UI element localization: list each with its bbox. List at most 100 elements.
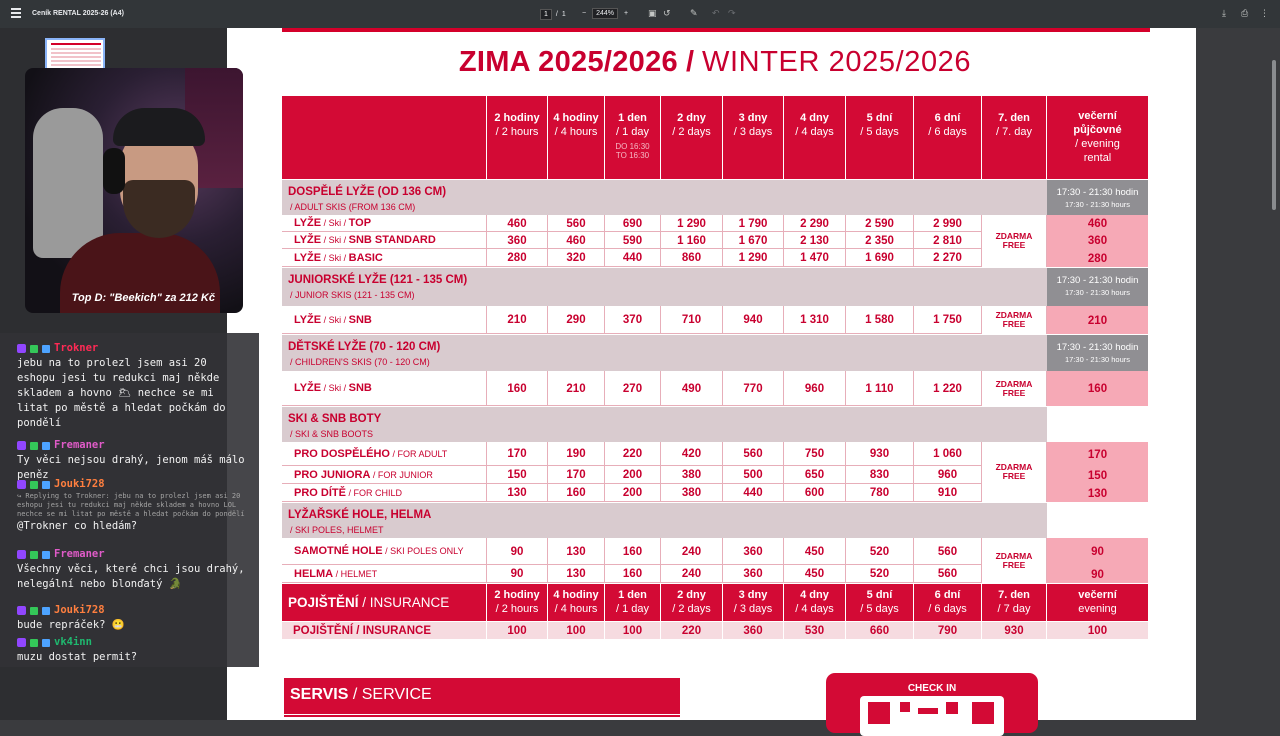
price-cell: 170 [548, 466, 604, 484]
zoom-out-button[interactable]: − [582, 10, 587, 17]
chat-username[interactable]: Jouki728 [54, 478, 105, 490]
price-cell: 190 [548, 442, 604, 466]
price-cell: 2 990 [914, 215, 981, 232]
column-header-english: / 3 days [733, 126, 773, 138]
grid-line [845, 371, 846, 406]
menu-icon[interactable] [11, 8, 21, 20]
chat-username[interactable]: vk4inn [54, 636, 92, 648]
insurance-header: POJIŠTĚNÍ / INSURANCE [282, 584, 486, 621]
evening-blank [1047, 407, 1148, 442]
row-label-english: / Ski / [321, 253, 349, 263]
print-icon[interactable]: ⎙ [1241, 8, 1249, 18]
price-cell: 200 [605, 484, 660, 502]
badge-icon [42, 606, 50, 615]
service-title-czech: SERVIS [290, 686, 349, 703]
insurance-price-cell: 660 [846, 622, 913, 639]
grid-line [783, 442, 784, 502]
chat-text: jebu na to prolezl jsem asi 20 eshopu je… [17, 357, 226, 429]
redo-icon[interactable]: ↷ [728, 8, 736, 18]
chat-username[interactable]: Fremaner [54, 548, 105, 560]
zoom-in-button[interactable]: + [624, 10, 629, 17]
price-cell: 2 810 [914, 232, 981, 249]
column-header-czech: 1 den [618, 112, 647, 124]
insurance-column-evening: večerní evening [1047, 584, 1148, 621]
download-icon[interactable]: ⤓ [1222, 8, 1226, 18]
grid-line [660, 442, 661, 502]
grid-line [486, 442, 487, 502]
page-number-input[interactable]: 1 [540, 8, 552, 20]
price-cell: 210 [487, 306, 547, 334]
insurance-header-czech: 4 hodiny [553, 589, 599, 601]
price-cell: 240 [661, 538, 722, 565]
row-label-english: / FOR ADULT [389, 449, 448, 459]
row-label: LYŽE / Ski / TOP [282, 215, 486, 232]
price-cell: 2 290 [784, 215, 845, 232]
price-cell: 490 [661, 371, 722, 406]
chat-username[interactable]: Fremaner [54, 439, 105, 451]
price-cell: 360 [487, 232, 547, 249]
insurance-column-header: 3 dny / 3 days [723, 584, 783, 621]
chat-user-row: vk4inn [17, 635, 249, 650]
chat-reply-context: ↪ Replying to Trokner: jebu na to prolez… [17, 492, 245, 518]
grid-line [1046, 215, 1047, 267]
title-separator: / [685, 46, 695, 78]
grid-line [282, 266, 982, 267]
grid-line [722, 306, 723, 334]
more-options-icon[interactable]: ⋮ [1260, 8, 1269, 18]
section-title-english: / ADULT SKIS (FROM 136 CM) [290, 202, 416, 212]
price-cell: 520 [846, 565, 913, 583]
price-cell: 130 [487, 484, 547, 502]
row-label-czech: LYŽE [294, 314, 322, 326]
insurance-header-czech: 2 dny [677, 589, 706, 601]
checkin-badge: CHECK IN [826, 673, 1038, 736]
column-header: 4 dny / 4 days [784, 96, 845, 179]
chat-username[interactable]: Trokner [54, 342, 99, 354]
column-header: 6 dní / 6 days [914, 96, 981, 179]
row-label-english: / FOR CHILD [345, 488, 402, 498]
price-cell: 1 790 [723, 215, 783, 232]
insurance-price-cell: 360 [723, 622, 783, 639]
price-cell: 690 [605, 215, 660, 232]
insurance-header-english: / 2 hours [495, 603, 539, 615]
qr-code-icon [860, 696, 1004, 736]
grid-line [783, 371, 784, 406]
undo-icon[interactable]: ↶ [712, 8, 720, 18]
chat-message: Fremaner Všechny věci, které chci jsou dr… [17, 547, 249, 592]
insurance-column-header: 5 dní / 5 days [846, 584, 913, 621]
zoom-level-input[interactable]: 244% [592, 8, 618, 19]
grid-line [660, 538, 661, 583]
row-label-czech: LYŽE [294, 382, 322, 394]
evening-price-cell: 160 [1047, 371, 1148, 406]
twitch-icon [17, 344, 26, 353]
row-label: SAMOTNÉ HOLE / SKI POLES ONLY [282, 538, 486, 565]
price-cell: 380 [661, 466, 722, 484]
price-cell: 1 470 [784, 249, 845, 267]
insurance-price-cell: 100 [548, 622, 604, 639]
insurance-column-header: 4 dny / 4 days [784, 584, 845, 621]
twitch-icon [17, 638, 26, 647]
page-thumbnail[interactable] [45, 38, 105, 70]
grid-line [486, 306, 487, 334]
document-title: Ceník RENTAL 2025-26 (A4) [32, 10, 124, 17]
chat-username[interactable]: Jouki728 [54, 604, 105, 616]
twitch-icon [17, 480, 26, 489]
scrollbar[interactable] [1271, 32, 1277, 720]
chat-text: bude repráček? 😬 [17, 619, 125, 631]
scrollbar-thumb[interactable] [1272, 60, 1276, 210]
section-title-english: / CHILDREN'S SKIS (70 - 120 CM) [290, 357, 430, 367]
grid-line [722, 215, 723, 267]
rotate-icon[interactable]: ↺ [663, 8, 671, 18]
grid-line [845, 215, 846, 267]
price-cell: 960 [784, 371, 845, 406]
grid-line [1046, 306, 1047, 334]
draw-icon[interactable]: ✎ [690, 8, 698, 18]
column-header-czech: 7. den [998, 112, 1030, 124]
fit-page-icon[interactable]: ▣ [648, 8, 657, 18]
grid-line [604, 442, 605, 502]
price-cell: 320 [548, 249, 604, 267]
free-label-english: FREE [1002, 240, 1026, 250]
grid-line [783, 215, 784, 267]
price-cell: 200 [605, 466, 660, 484]
section-title-czech: SKI & SNB BOTY [288, 413, 382, 425]
row-label: HELMA / HELMET [282, 565, 486, 583]
